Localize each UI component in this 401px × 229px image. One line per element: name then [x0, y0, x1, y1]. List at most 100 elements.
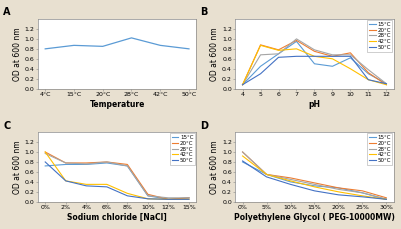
50°C	[330, 55, 335, 58]
20°C	[276, 49, 281, 51]
15°C	[276, 52, 281, 55]
50°C	[384, 198, 389, 201]
50°C	[146, 197, 150, 200]
42°C	[104, 183, 109, 186]
X-axis label: Polyethylene Glycol ( PEG-10000MW): Polyethylene Glycol ( PEG-10000MW)	[234, 213, 395, 222]
50°C	[384, 82, 389, 85]
50°C	[63, 180, 68, 182]
Line: 28°C: 28°C	[243, 39, 386, 85]
Line: 42°C: 42°C	[243, 45, 386, 85]
42°C	[258, 44, 263, 47]
15°C	[366, 72, 371, 75]
Line: 42°C: 42°C	[243, 156, 386, 199]
Line: 42°C: 42°C	[45, 152, 189, 199]
42°C	[264, 173, 269, 176]
15°C	[384, 82, 389, 85]
15°C	[294, 40, 299, 43]
42°C	[166, 198, 171, 201]
Y-axis label: OD at 600 nm: OD at 600 nm	[210, 140, 219, 194]
20°C	[366, 71, 371, 74]
15°C	[240, 83, 245, 86]
20°C	[125, 163, 130, 166]
20°C	[330, 55, 335, 58]
Line: 28°C: 28°C	[45, 153, 189, 198]
42°C	[360, 194, 365, 197]
20°C	[348, 52, 353, 54]
50°C	[125, 194, 130, 197]
50°C	[166, 198, 171, 201]
42°C	[276, 49, 281, 52]
X-axis label: pH: pH	[308, 100, 320, 109]
15°C	[264, 173, 269, 176]
20°C	[84, 162, 89, 164]
Line: 50°C: 50°C	[243, 161, 386, 199]
20°C	[360, 189, 365, 192]
Y-axis label: OD at 600 nm: OD at 600 nm	[13, 140, 22, 194]
28°C	[146, 194, 150, 197]
20°C	[63, 162, 68, 164]
42°C	[125, 192, 130, 195]
50°C	[312, 189, 317, 192]
42°C	[384, 198, 389, 201]
42°C	[366, 78, 371, 81]
50°C	[104, 185, 109, 188]
28°C	[312, 49, 317, 51]
15°C	[288, 180, 293, 183]
28°C	[336, 188, 341, 191]
20°C	[264, 173, 269, 176]
20°C	[240, 83, 245, 86]
50°C	[186, 198, 191, 201]
Legend: 15°C, 20°C, 28°C, 42°C, 50°C: 15°C, 20°C, 28°C, 42°C, 50°C	[367, 133, 393, 165]
28°C	[258, 53, 263, 56]
15°C	[312, 63, 317, 65]
50°C	[360, 195, 365, 198]
28°C	[384, 82, 389, 85]
15°C	[312, 185, 317, 187]
15°C	[240, 161, 245, 163]
15°C	[360, 191, 365, 194]
28°C	[312, 183, 317, 186]
Line: 50°C: 50°C	[243, 56, 386, 85]
50°C	[294, 55, 299, 58]
Line: 15°C: 15°C	[243, 41, 386, 85]
Text: C: C	[3, 121, 10, 131]
42°C	[312, 185, 317, 188]
Line: 20°C: 20°C	[45, 152, 189, 199]
42°C	[384, 83, 389, 86]
Line: 20°C: 20°C	[243, 152, 386, 198]
42°C	[336, 191, 341, 193]
42°C	[288, 180, 293, 182]
28°C	[186, 196, 191, 199]
15°C	[258, 65, 263, 68]
20°C	[186, 196, 191, 199]
50°C	[84, 185, 89, 187]
28°C	[264, 173, 269, 176]
28°C	[240, 83, 245, 86]
28°C	[384, 198, 389, 201]
28°C	[348, 53, 353, 56]
15°C	[336, 186, 341, 189]
50°C	[240, 160, 245, 162]
Text: D: D	[200, 121, 209, 131]
42°C	[186, 198, 191, 201]
Line: 50°C: 50°C	[45, 162, 189, 199]
42°C	[330, 57, 335, 60]
20°C	[336, 186, 341, 189]
20°C	[240, 151, 245, 153]
X-axis label: Temperature: Temperature	[89, 100, 145, 109]
28°C	[330, 53, 335, 56]
15°C	[384, 198, 389, 201]
15°C	[348, 56, 353, 59]
50°C	[312, 55, 317, 58]
50°C	[240, 83, 245, 86]
20°C	[384, 196, 389, 199]
42°C	[63, 180, 68, 182]
28°C	[294, 38, 299, 40]
X-axis label: Sodium chloride [NaCl]: Sodium chloride [NaCl]	[67, 213, 167, 222]
20°C	[312, 50, 317, 53]
Y-axis label: OD at 600 nm: OD at 600 nm	[210, 27, 219, 81]
50°C	[348, 55, 353, 58]
42°C	[146, 197, 150, 200]
20°C	[288, 177, 293, 179]
50°C	[43, 161, 48, 163]
